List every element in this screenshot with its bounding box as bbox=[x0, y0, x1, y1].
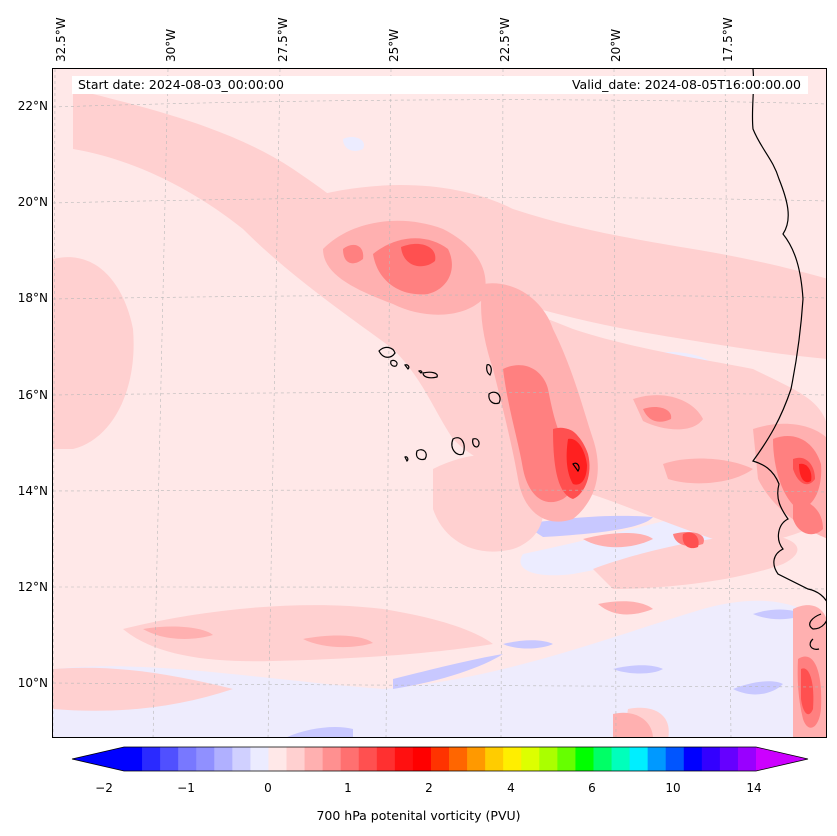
colorbar-extend-high bbox=[756, 747, 808, 771]
valid-date-label: Valid_date: 2024-08-05T16:00:00.00 bbox=[571, 77, 801, 92]
colorbar-swatch bbox=[467, 747, 486, 771]
colorbar-swatch bbox=[430, 747, 450, 771]
start-date-label: Start date: 2024-08-03_00:00:00 bbox=[78, 77, 284, 92]
colorbar-swatch bbox=[340, 747, 360, 771]
lat-label-20n: 20°N bbox=[17, 195, 48, 209]
colorbar-swatch bbox=[485, 747, 504, 771]
lat-label-14n: 14°N bbox=[17, 484, 48, 498]
lat-label-22n: 22°N bbox=[17, 99, 48, 113]
lon-label-22.5w: 22.5°W bbox=[498, 17, 512, 62]
colorbar-swatch bbox=[232, 747, 251, 771]
graticule bbox=[53, 69, 826, 737]
cape-verde-islands bbox=[378, 346, 580, 473]
map-panel bbox=[52, 68, 827, 738]
lat-label-18n: 18°N bbox=[17, 291, 48, 305]
colorbar-swatch bbox=[142, 747, 161, 771]
colorbar-swatch bbox=[160, 747, 179, 771]
colorbar-tick-1: 1 bbox=[344, 781, 352, 795]
colorbar-swatch bbox=[629, 747, 649, 771]
lat-label-12n: 12°N bbox=[17, 580, 48, 594]
colorbar-swatch bbox=[358, 747, 378, 771]
colorbar-swatch bbox=[412, 747, 432, 771]
colorbar-swatch bbox=[611, 747, 631, 771]
colorbar-swatch bbox=[449, 747, 468, 771]
colorbar-tick-neg2: −2 bbox=[95, 781, 113, 795]
pv-field-map bbox=[53, 69, 826, 737]
colorbar-outline bbox=[71, 746, 809, 772]
colorbar-swatch bbox=[214, 747, 233, 771]
colorbar bbox=[71, 746, 809, 772]
colorbar-swatch bbox=[376, 747, 396, 771]
colorbar-swatch bbox=[178, 747, 197, 771]
colorbar-tick-4: 4 bbox=[507, 781, 515, 795]
colorbar-tick-2: 2 bbox=[425, 781, 433, 795]
lon-label-32.5w: 32.5°W bbox=[54, 17, 68, 62]
colorbar-swatch bbox=[719, 747, 739, 771]
info-box: Start date: 2024-08-03_00:00:00 Valid_da… bbox=[72, 76, 808, 94]
colorbar-swatch bbox=[593, 747, 613, 771]
colorbar-tick-14: 14 bbox=[746, 781, 762, 795]
colorbar-swatch bbox=[539, 747, 558, 771]
colorbar-swatch bbox=[737, 747, 757, 771]
colorbar-label: 700 hPa potenital vorticity (PVU) bbox=[316, 808, 521, 823]
colorbar-swatch bbox=[575, 747, 594, 771]
colorbar-swatch bbox=[521, 747, 540, 771]
colorbar-swatch bbox=[322, 747, 342, 771]
colorbar-swatch bbox=[196, 747, 215, 771]
colorbar-swatch bbox=[394, 747, 414, 771]
colorbar-swatch bbox=[124, 747, 143, 771]
lon-label-25w: 25°W bbox=[387, 28, 401, 62]
colorbar-swatch bbox=[701, 747, 721, 771]
colorbar-swatch bbox=[250, 747, 269, 771]
colorbar-extend-low bbox=[72, 747, 124, 771]
colorbar-tick-10: 10 bbox=[665, 781, 681, 795]
colorbar-swatch bbox=[647, 747, 667, 771]
colorbar-swatch bbox=[286, 747, 306, 771]
colorbar-swatch bbox=[304, 747, 324, 771]
colorbar-swatch bbox=[268, 747, 288, 771]
lon-label-27.5w: 27.5°W bbox=[276, 17, 290, 62]
coastline bbox=[751, 69, 826, 650]
colorbar-swatch bbox=[557, 747, 576, 771]
lat-label-10n: 10°N bbox=[17, 676, 48, 690]
lon-label-20w: 20°W bbox=[609, 28, 623, 62]
lat-label-16n: 16°N bbox=[17, 388, 48, 402]
lon-label-30w: 30°W bbox=[164, 28, 178, 62]
max-pv-core bbox=[566, 438, 812, 485]
colorbar-tick-neg1: −1 bbox=[177, 781, 195, 795]
colorbar-swatch bbox=[683, 747, 703, 771]
colorbar-swatch bbox=[503, 747, 522, 771]
colorbar-swatch bbox=[665, 747, 685, 771]
colorbar-tick-6: 6 bbox=[588, 781, 596, 795]
colorbar-tick-0: 0 bbox=[264, 781, 272, 795]
lon-label-17.5w: 17.5°W bbox=[721, 17, 735, 62]
blue-patches bbox=[287, 515, 803, 737]
weak-positive-pv bbox=[53, 89, 826, 737]
